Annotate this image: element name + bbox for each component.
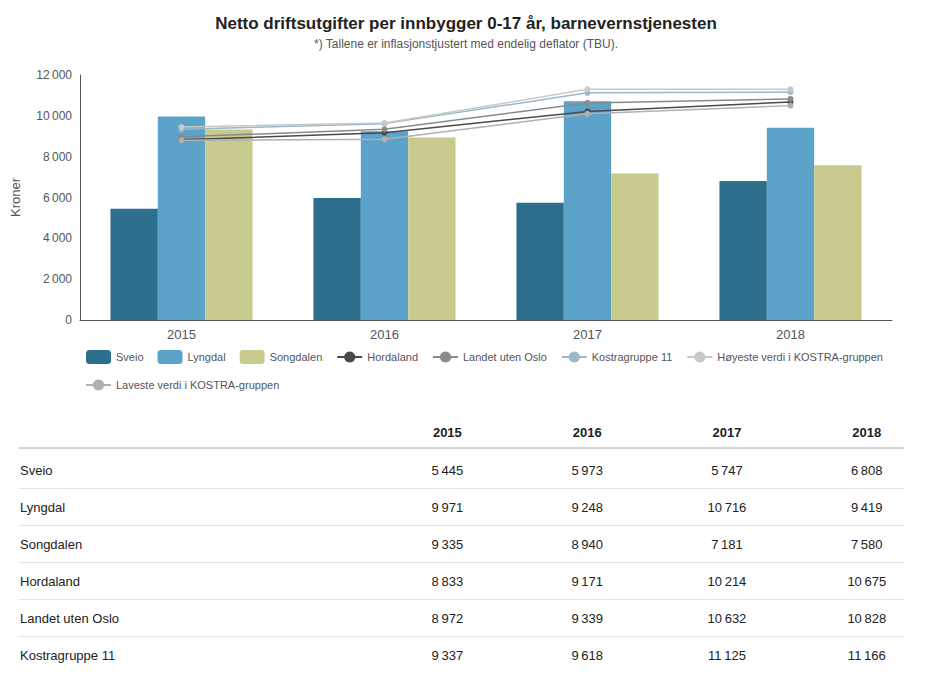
svg-text:Høyeste verdi i KOSTRA-gruppen: Høyeste verdi i KOSTRA-gruppen [717,351,883,363]
svg-text:2018: 2018 [776,327,805,342]
svg-text:8 833: 8 833 [432,574,464,589]
svg-text:Songdalen: Songdalen [20,537,82,552]
svg-text:Kroner: Kroner [8,177,23,217]
svg-text:Hordaland: Hordaland [20,574,80,589]
svg-text:8 972: 8 972 [432,611,464,626]
svg-text:9 419: 9 419 [851,500,883,515]
svg-text:10 828: 10 828 [847,611,886,626]
svg-text:9 971: 9 971 [432,500,464,515]
svg-text:Kostragruppe 11: Kostragruppe 11 [592,351,673,363]
svg-text:6 808: 6 808 [851,463,883,478]
svg-text:9 335: 9 335 [432,537,464,552]
svg-text:6 000: 6 000 [43,191,72,205]
svg-text:2015: 2015 [167,327,196,342]
svg-text:Sveio: Sveio [116,351,144,363]
svg-text:2018: 2018 [852,425,881,440]
svg-text:5 973: 5 973 [571,463,603,478]
svg-text:2017: 2017 [573,327,602,342]
svg-text:10 214: 10 214 [708,574,747,589]
svg-text:8 940: 8 940 [571,537,603,552]
svg-text:7 580: 7 580 [851,537,883,552]
svg-text:Laveste verdi i KOSTRA-gruppen: Laveste verdi i KOSTRA-gruppen [116,379,279,391]
svg-text:Sveio: Sveio [20,463,53,478]
svg-text:Lyngdal: Lyngdal [188,351,226,363]
svg-text:Kostragruppe 11: Kostragruppe 11 [20,648,115,663]
svg-text:0: 0 [65,313,72,327]
svg-text:Netto driftsutgifter per innby: Netto driftsutgifter per innbygger 0-17 … [215,14,717,33]
svg-text:Landet uten Oslo: Landet uten Oslo [20,611,119,626]
svg-text:2015: 2015 [433,425,462,440]
svg-text:2016: 2016 [573,425,602,440]
svg-text:2017: 2017 [712,425,741,440]
svg-text:2016: 2016 [370,327,399,342]
svg-text:9 339: 9 339 [571,611,603,626]
svg-text:Landet uten Oslo: Landet uten Oslo [463,351,547,363]
svg-text:9 337: 9 337 [432,648,464,663]
svg-text:10 675: 10 675 [847,574,886,589]
svg-text:9 618: 9 618 [571,648,603,663]
svg-text:8 000: 8 000 [43,150,72,164]
svg-text:5 747: 5 747 [711,463,743,478]
svg-text:Songdalen: Songdalen [270,351,323,363]
svg-text:11 125: 11 125 [708,648,746,663]
svg-text:9 171: 9 171 [571,574,603,589]
svg-text:2 000: 2 000 [43,272,72,286]
svg-text:10 716: 10 716 [708,500,747,515]
svg-text:12 000: 12 000 [36,68,72,82]
svg-text:10 632: 10 632 [708,611,747,626]
svg-text:4 000: 4 000 [43,231,72,245]
svg-text:Hordaland: Hordaland [367,351,418,363]
svg-text:11 166: 11 166 [848,648,886,663]
svg-text:10 000: 10 000 [36,109,72,123]
svg-text:5 445: 5 445 [432,463,464,478]
svg-text:9 248: 9 248 [571,500,603,515]
svg-text:*) Tallene er inflasjonstjuste: *) Tallene er inflasjonstjustert med end… [314,37,618,51]
svg-text:7 181: 7 181 [711,537,743,552]
svg-text:Lyngdal: Lyngdal [20,500,65,515]
